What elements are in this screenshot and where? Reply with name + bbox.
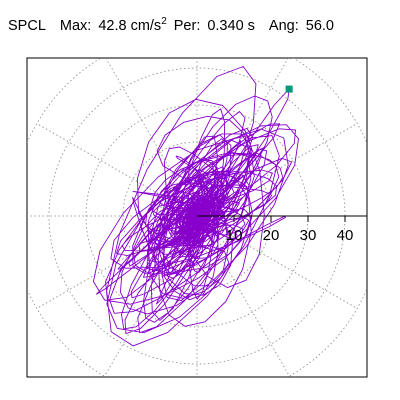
grid-spoke-120 (105, 58, 179, 185)
grid-spoke-150 (36, 123, 166, 198)
angle-label: Ang: (268, 18, 299, 34)
max-value: 42.8 (98, 18, 127, 34)
r-tick-label-20: 20 (263, 227, 280, 244)
station-code: SPCL (8, 18, 46, 34)
grid-spoke-210 (36, 234, 166, 309)
marker-layer (285, 85, 293, 93)
r-tick-label-30: 30 (300, 227, 317, 244)
radial-axis: 10 20 30 40 (197, 215, 367, 244)
period-label: Per: (173, 18, 201, 34)
r-tick-label-40: 40 (337, 227, 354, 244)
response-header: SPCL Max: 42.8 cm/s2 Per: 0.340 s Ang: 56.0 (8, 16, 334, 35)
max-unit: cm/s (130, 18, 162, 34)
angle-value: 56.0 (305, 18, 334, 34)
grid-spoke-330 (228, 234, 358, 309)
max-label: Max: (59, 18, 92, 34)
orbit-trace-line (92, 66, 299, 347)
peak-marker (285, 85, 293, 93)
r-tick-label-10: 10 (226, 227, 243, 244)
grid-spoke-240 (104, 247, 179, 377)
max-unit-exponent: 2 (161, 16, 167, 27)
period-value: 0.340 s (207, 18, 255, 34)
orbit-trace (92, 66, 299, 347)
grid-spoke-300 (215, 247, 290, 377)
grid-spoke-30 (228, 123, 358, 198)
